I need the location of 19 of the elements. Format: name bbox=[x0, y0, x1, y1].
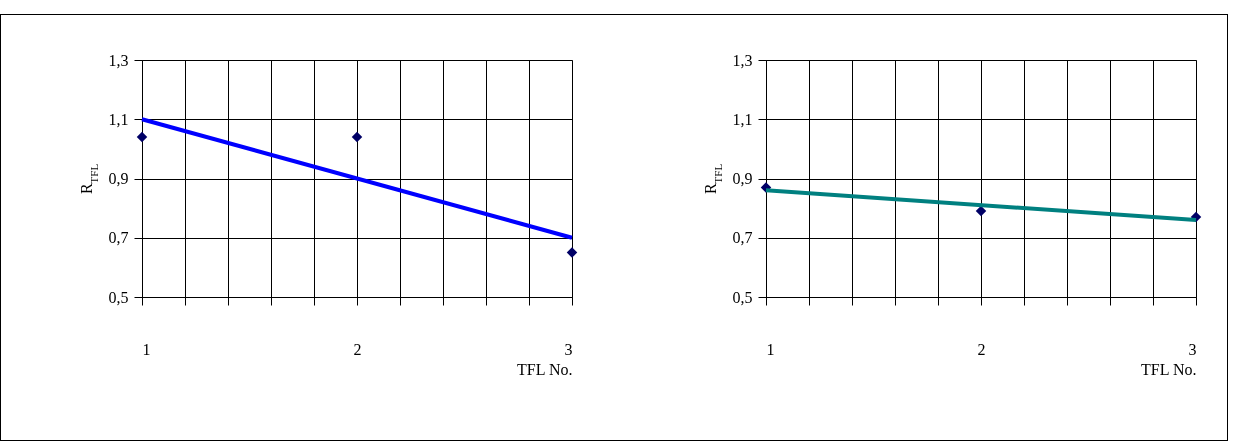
x-axis-title: TFL No. bbox=[1141, 360, 1197, 378]
y-tick-label: 0,7 bbox=[732, 229, 753, 247]
x-axis-title: TFL No. bbox=[517, 360, 573, 378]
y-tick-label: 0,9 bbox=[108, 170, 129, 187]
y-tick-label: 0,5 bbox=[732, 288, 753, 306]
x-tick-label: 1 bbox=[766, 340, 775, 358]
x-tick-label: 1 bbox=[142, 340, 151, 358]
y-tick-label: 1,3 bbox=[732, 51, 753, 69]
x-tick-label: 3 bbox=[1188, 340, 1197, 358]
y-tick-label: 1,3 bbox=[108, 51, 129, 69]
y-tick-label: 0,7 bbox=[108, 229, 129, 247]
x-tick-label: 2 bbox=[353, 340, 362, 358]
y-tick-label: 0,9 bbox=[732, 170, 753, 187]
x-tick-label: 2 bbox=[977, 340, 986, 358]
y-tick-label: 0,5 bbox=[108, 288, 129, 306]
y-tick-label: 1,1 bbox=[108, 110, 129, 128]
y-tick-label: 1,1 bbox=[732, 110, 753, 128]
point bbox=[1190, 211, 1202, 223]
x-tick-label: 3 bbox=[564, 340, 573, 358]
